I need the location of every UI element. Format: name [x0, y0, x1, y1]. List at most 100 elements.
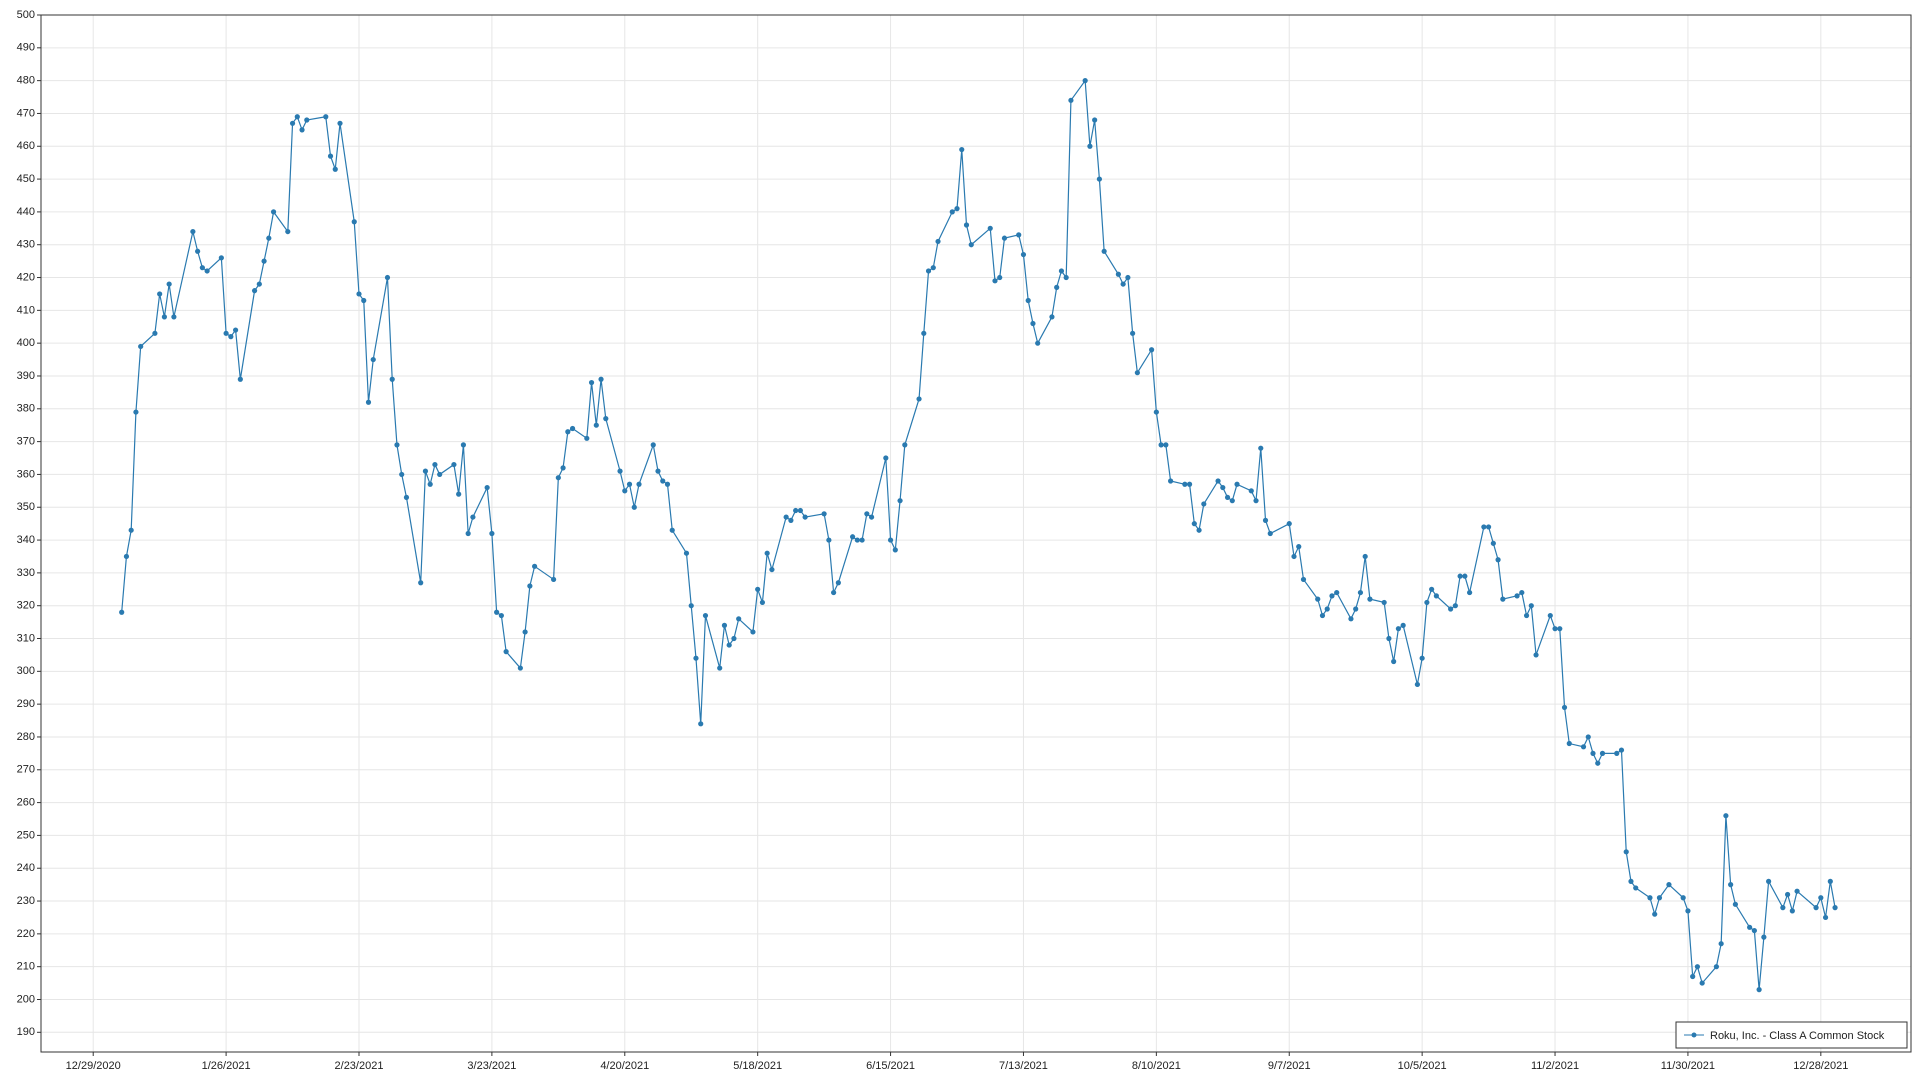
data-point: [892, 547, 898, 553]
data-point: [1756, 987, 1762, 993]
data-point: [1652, 911, 1658, 917]
y-tick-label: 200: [17, 993, 35, 1005]
data-point: [470, 514, 476, 520]
y-tick-label: 420: [17, 271, 35, 283]
data-point: [693, 655, 699, 661]
data-point: [1125, 274, 1131, 281]
data-point: [598, 376, 604, 382]
data-point: [688, 603, 694, 609]
y-tick-label: 400: [17, 337, 35, 349]
data-point: [494, 609, 500, 615]
data-point: [868, 514, 875, 520]
data-point: [1666, 882, 1672, 888]
data-point: [1381, 599, 1387, 606]
data-point: [1813, 905, 1819, 911]
data-point: [1580, 744, 1587, 750]
data-point: [1262, 517, 1269, 523]
data-point: [1191, 521, 1197, 527]
data-point: [1685, 908, 1691, 914]
data-point: [1599, 750, 1606, 756]
data-point: [726, 642, 732, 648]
data-point: [1424, 599, 1430, 606]
data-point: [171, 314, 177, 320]
data-point: [1296, 544, 1302, 550]
data-point: [1120, 281, 1126, 287]
data-point: [465, 530, 471, 537]
data-point: [783, 514, 789, 520]
data-point: [821, 511, 827, 517]
data-point: [1196, 527, 1202, 533]
data-point: [897, 498, 903, 504]
data-point: [356, 291, 362, 297]
data-point: [1528, 603, 1534, 609]
x-tick-label: 10/5/2021: [1398, 1060, 1447, 1072]
data-point: [327, 153, 334, 159]
data-point: [1680, 895, 1686, 901]
data-point: [1082, 78, 1088, 84]
data-point: [1068, 97, 1074, 103]
data-point: [1623, 849, 1629, 855]
data-point: [237, 376, 243, 382]
data-point: [1628, 878, 1634, 884]
data-point: [332, 166, 338, 172]
data-point: [750, 629, 756, 635]
data-point: [119, 609, 125, 615]
data-point: [1324, 606, 1330, 612]
data-point: [403, 494, 410, 501]
y-tick-label: 220: [17, 928, 35, 940]
data-point: [1130, 330, 1136, 336]
data-point: [1747, 924, 1753, 930]
data-point: [617, 468, 623, 474]
data-point: [1514, 593, 1520, 599]
data-point: [123, 553, 130, 560]
data-point: [427, 481, 433, 487]
data-point: [157, 291, 163, 297]
data-point: [1334, 589, 1340, 596]
data-point: [1419, 655, 1425, 661]
data-point: [759, 599, 766, 606]
data-point: [1547, 612, 1553, 619]
data-point: [299, 127, 305, 133]
data-point: [1286, 521, 1292, 527]
data-point: [636, 481, 642, 487]
data-point: [1348, 616, 1354, 622]
y-tick-label: 430: [17, 239, 35, 251]
data-point: [128, 527, 134, 533]
y-tick-label: 460: [17, 140, 35, 152]
data-point: [1101, 248, 1107, 254]
series-line: [121, 78, 1836, 990]
x-tick-label: 4/20/2021: [600, 1060, 649, 1072]
y-tick-label: 340: [17, 534, 35, 546]
data-point: [517, 665, 523, 671]
data-point: [1258, 445, 1264, 451]
data-point: [1519, 589, 1525, 596]
data-point: [755, 586, 761, 592]
data-point: [1267, 530, 1273, 537]
data-point: [1595, 760, 1601, 766]
data-point: [1794, 888, 1800, 894]
data-point: [1386, 635, 1392, 642]
data-point: [152, 330, 158, 336]
data-point: [1832, 905, 1838, 911]
x-tick-label: 6/15/2021: [866, 1060, 915, 1072]
data-point: [133, 409, 139, 415]
data-point: [835, 580, 841, 586]
y-tick-label: 260: [17, 797, 35, 809]
data-point: [1096, 176, 1103, 182]
data-point: [204, 268, 210, 274]
y-tick-label: 450: [17, 173, 35, 185]
data-point: [1058, 268, 1065, 274]
data-point: [289, 120, 296, 126]
data-point: [1766, 878, 1772, 884]
data-point: [270, 209, 277, 215]
data-point: [921, 330, 927, 336]
data-point: [565, 429, 571, 435]
data-point: [266, 235, 272, 241]
x-tick-label: 8/10/2021: [1132, 1060, 1181, 1072]
data-point: [1315, 596, 1321, 602]
data-point: [987, 225, 993, 231]
data-point: [161, 314, 168, 320]
data-point: [1367, 596, 1373, 602]
data-point: [930, 265, 936, 271]
